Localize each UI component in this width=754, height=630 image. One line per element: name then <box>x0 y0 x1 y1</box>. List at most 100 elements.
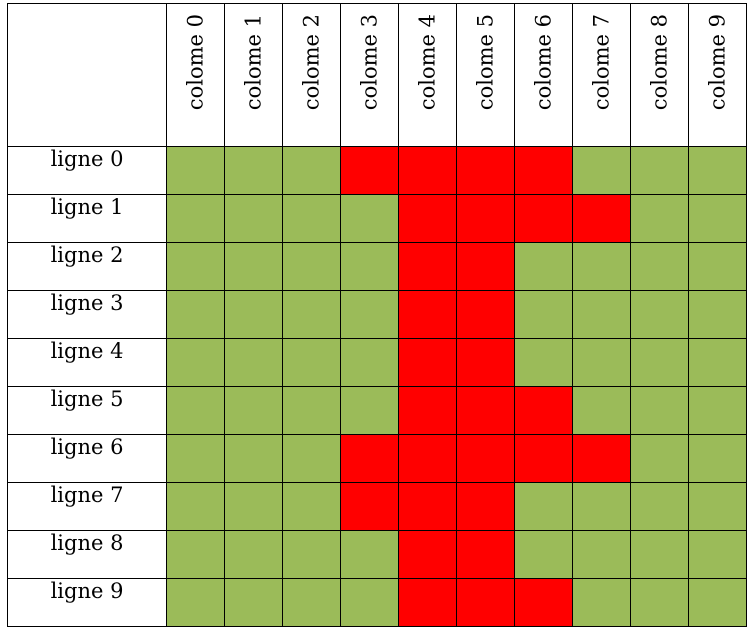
grid-row-2: ligne 2 <box>7 242 747 291</box>
cell-r2-c0 <box>166 242 225 291</box>
cell-r5-c4 <box>398 386 457 435</box>
cell-r9-c0 <box>166 578 225 627</box>
column-header-6: colome 6 <box>514 3 573 147</box>
cell-r3-c1 <box>224 290 283 339</box>
cell-r1-c2 <box>282 194 341 243</box>
cell-r6-c4 <box>398 434 457 483</box>
cell-r5-c6 <box>514 386 573 435</box>
row-header-2: ligne 2 <box>7 242 167 291</box>
cell-r9-c6 <box>514 578 573 627</box>
cell-r2-c4 <box>398 242 457 291</box>
corner-cell <box>7 3 167 147</box>
column-header-9: colome 9 <box>688 3 747 147</box>
column-header-label: colome 5 <box>473 14 497 111</box>
cell-r4-c6 <box>514 338 573 387</box>
cell-r3-c6 <box>514 290 573 339</box>
cell-r2-c7 <box>572 242 631 291</box>
cell-r7-c3 <box>340 482 399 531</box>
cell-r9-c8 <box>630 578 689 627</box>
cell-r2-c8 <box>630 242 689 291</box>
cell-r2-c6 <box>514 242 573 291</box>
cell-r6-c5 <box>456 434 515 483</box>
cell-r8-c0 <box>166 530 225 579</box>
grid-row-5: ligne 5 <box>7 386 747 435</box>
cell-r2-c2 <box>282 242 341 291</box>
column-header-label: colome 3 <box>357 14 381 111</box>
column-header-label: colome 0 <box>183 14 207 111</box>
cell-r6-c8 <box>630 434 689 483</box>
cell-r6-c2 <box>282 434 341 483</box>
cell-r4-c9 <box>688 338 747 387</box>
row-header-4: ligne 4 <box>7 338 167 387</box>
cell-r0-c2 <box>282 146 341 195</box>
column-header-label: colome 6 <box>531 14 555 111</box>
cell-r7-c1 <box>224 482 283 531</box>
cell-r8-c5 <box>456 530 515 579</box>
row-header-9: ligne 9 <box>7 578 167 627</box>
cell-r2-c1 <box>224 242 283 291</box>
cell-r5-c8 <box>630 386 689 435</box>
cell-r8-c2 <box>282 530 341 579</box>
cell-r3-c4 <box>398 290 457 339</box>
cell-r6-c1 <box>224 434 283 483</box>
cell-r0-c1 <box>224 146 283 195</box>
cell-r3-c9 <box>688 290 747 339</box>
cell-r1-c6 <box>514 194 573 243</box>
column-header-3: colome 3 <box>340 3 399 147</box>
cell-r8-c4 <box>398 530 457 579</box>
cell-r8-c1 <box>224 530 283 579</box>
column-header-label: colome 7 <box>589 14 613 111</box>
cell-r9-c7 <box>572 578 631 627</box>
row-header-1: ligne 1 <box>7 194 167 243</box>
cell-r3-c3 <box>340 290 399 339</box>
cell-r8-c7 <box>572 530 631 579</box>
row-header-8: ligne 8 <box>7 530 167 579</box>
grid-body: ligne 0 ligne 1 ligne 2 ligne 3 ligne 4 ligne… <box>7 146 747 627</box>
cell-r4-c3 <box>340 338 399 387</box>
cell-r4-c4 <box>398 338 457 387</box>
cell-r0-c7 <box>572 146 631 195</box>
cell-r8-c8 <box>630 530 689 579</box>
row-header-7: ligne 7 <box>7 482 167 531</box>
cell-r5-c9 <box>688 386 747 435</box>
grid-row-7: ligne 7 <box>7 482 747 531</box>
cell-r0-c5 <box>456 146 515 195</box>
cell-r7-c0 <box>166 482 225 531</box>
cell-r4-c2 <box>282 338 341 387</box>
grid-row-3: ligne 3 <box>7 290 747 339</box>
cell-r7-c9 <box>688 482 747 531</box>
row-header-3: ligne 3 <box>7 290 167 339</box>
column-header-2: colome 2 <box>282 3 341 147</box>
column-header-label: colome 4 <box>415 14 439 111</box>
cell-r5-c7 <box>572 386 631 435</box>
column-header-label: colome 9 <box>705 14 729 111</box>
column-header-label: colome 8 <box>647 14 671 111</box>
grid-row-4: ligne 4 <box>7 338 747 387</box>
cell-r5-c3 <box>340 386 399 435</box>
cell-r6-c6 <box>514 434 573 483</box>
cell-r3-c2 <box>282 290 341 339</box>
cell-r6-c0 <box>166 434 225 483</box>
cell-r6-c3 <box>340 434 399 483</box>
cell-r4-c5 <box>456 338 515 387</box>
column-header-7: colome 7 <box>572 3 631 147</box>
cell-r3-c0 <box>166 290 225 339</box>
cell-r9-c1 <box>224 578 283 627</box>
cell-r7-c2 <box>282 482 341 531</box>
grid-table: colome 0 colome 1 colome 2 colome 3 colome 4… <box>7 3 747 627</box>
cell-r4-c1 <box>224 338 283 387</box>
grid-row-8: ligne 8 <box>7 530 747 579</box>
cell-r0-c6 <box>514 146 573 195</box>
cell-r9-c4 <box>398 578 457 627</box>
cell-r7-c8 <box>630 482 689 531</box>
cell-r7-c4 <box>398 482 457 531</box>
cell-r5-c5 <box>456 386 515 435</box>
cell-r5-c1 <box>224 386 283 435</box>
cell-r1-c3 <box>340 194 399 243</box>
cell-r9-c2 <box>282 578 341 627</box>
column-header-label: colome 1 <box>241 14 265 111</box>
grid-row-1: ligne 1 <box>7 194 747 243</box>
cell-r3-c8 <box>630 290 689 339</box>
column-header-label: colome 2 <box>299 14 323 111</box>
cell-r8-c6 <box>514 530 573 579</box>
